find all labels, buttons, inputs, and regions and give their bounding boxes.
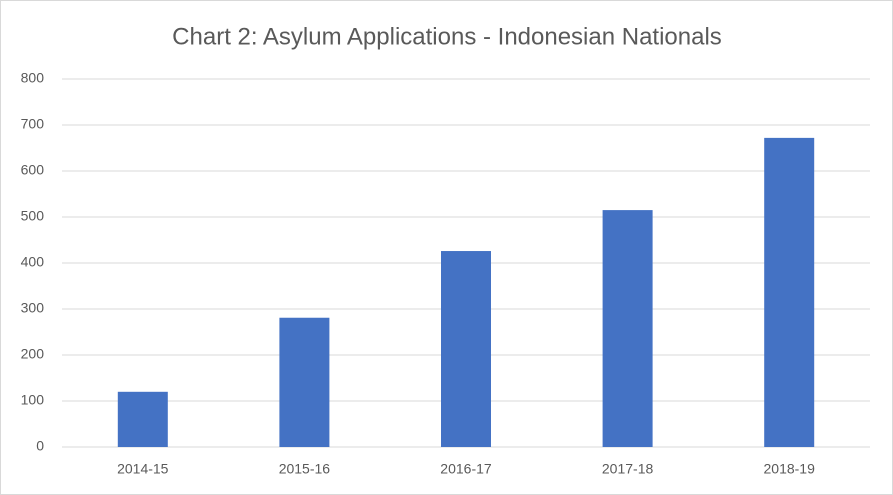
y-tick-label: 200 bbox=[21, 346, 45, 362]
y-tick-label: 400 bbox=[21, 254, 45, 270]
y-tick-label: 600 bbox=[21, 162, 45, 178]
bar bbox=[279, 317, 330, 447]
chart-title: Chart 2: Asylum Applications - Indonesia… bbox=[172, 23, 722, 50]
y-tick-label: 700 bbox=[21, 116, 45, 132]
x-tick-label: 2014-15 bbox=[117, 461, 169, 477]
bar bbox=[117, 391, 168, 447]
x-tick-label: 2018-19 bbox=[764, 461, 816, 477]
bar bbox=[441, 251, 491, 447]
y-tick-label: 800 bbox=[21, 70, 45, 86]
x-tick-label: 2017-18 bbox=[602, 461, 654, 477]
bar bbox=[764, 137, 815, 447]
bar bbox=[602, 210, 653, 447]
y-tick-label: 300 bbox=[21, 300, 45, 316]
x-tick-label: 2015-16 bbox=[279, 461, 331, 477]
y-tick-label: 0 bbox=[36, 438, 44, 454]
y-tick-label: 500 bbox=[21, 208, 45, 224]
x-tick-label: 2016-17 bbox=[440, 461, 492, 477]
y-tick-label: 100 bbox=[21, 392, 45, 408]
